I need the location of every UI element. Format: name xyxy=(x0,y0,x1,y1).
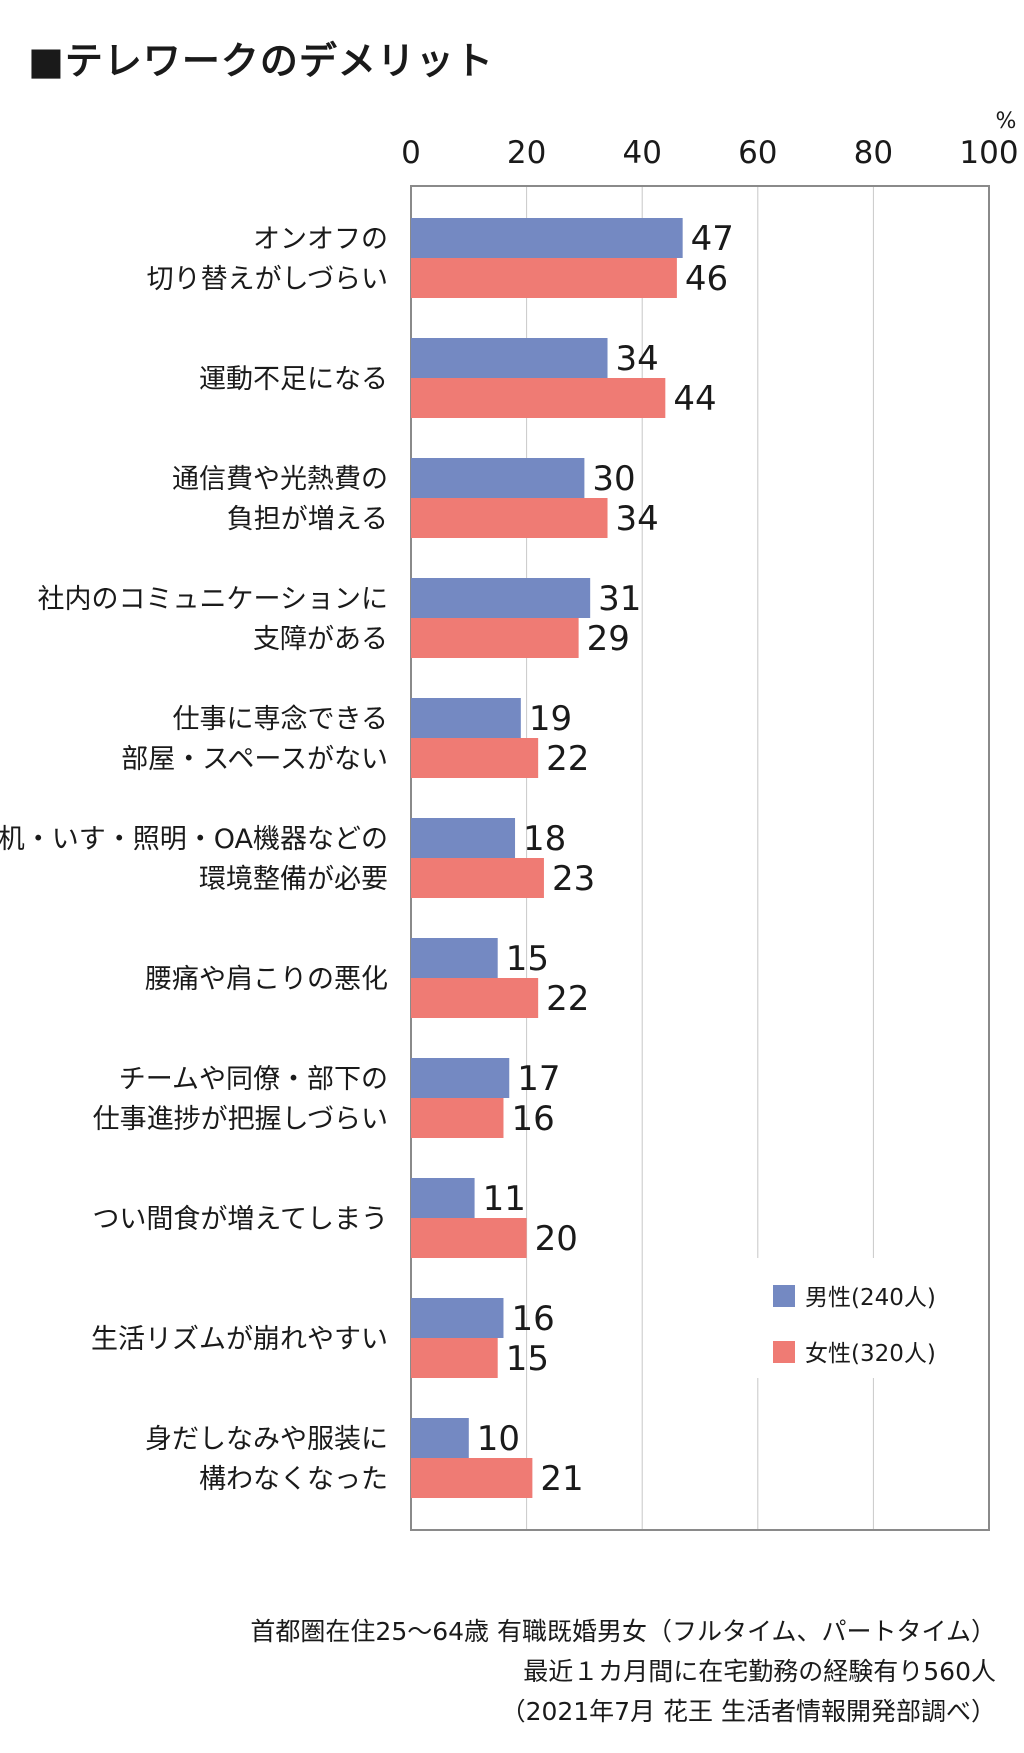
note-line: 最近１カ月間に在宅勤務の経験有り560人 xyxy=(523,1657,996,1686)
data-label: 16 xyxy=(511,1299,554,1339)
bar-female xyxy=(411,378,666,418)
unit-label: % xyxy=(996,109,1017,134)
data-label: 17 xyxy=(517,1059,560,1099)
data-label: 21 xyxy=(540,1459,583,1499)
note-line: （2021年7月 花王 生活者情報開発部調べ） xyxy=(500,1697,996,1726)
bar-male xyxy=(411,1178,475,1218)
data-label: 47 xyxy=(691,219,734,259)
category-label: 生活リズムが崩れやすい xyxy=(91,1324,388,1355)
legend-swatch xyxy=(773,1285,795,1307)
bar-male xyxy=(411,1058,510,1098)
category-label: オンオフの xyxy=(253,224,388,255)
category-label: 机・いす・照明・OA機器などの xyxy=(0,824,388,855)
category-label: 社内のコミュニケーションに xyxy=(38,584,388,615)
bar-female xyxy=(411,498,608,538)
x-tick-label: 20 xyxy=(507,135,546,171)
category-label: 環境整備が必要 xyxy=(199,864,388,895)
x-tick-label: 40 xyxy=(622,135,661,171)
data-label: 18 xyxy=(523,819,566,859)
bar-male xyxy=(411,338,608,378)
bar-female xyxy=(411,1218,527,1258)
bar-male xyxy=(411,458,585,498)
bar-male xyxy=(411,698,521,738)
category-label: 負担が増える xyxy=(227,504,388,535)
data-label: 44 xyxy=(673,379,716,419)
note-line: 首都圏在住25～64歳 有職既婚男女（フルタイム、パートタイム） xyxy=(250,1617,996,1646)
bar-female xyxy=(411,1098,504,1138)
legend-label: 女性(320人) xyxy=(805,1341,936,1367)
data-label: 22 xyxy=(546,979,589,1019)
bar-female xyxy=(411,258,677,298)
data-label: 20 xyxy=(535,1219,578,1259)
bar-female xyxy=(411,618,579,658)
category-label: 仕事に専念できる xyxy=(173,704,388,735)
data-label: 15 xyxy=(506,939,549,979)
category-label: つい間食が増えてしまう xyxy=(92,1204,388,1235)
x-tick-label: 0 xyxy=(401,135,421,171)
category-label: 部屋・スペースがない xyxy=(121,744,388,775)
bar-female xyxy=(411,1458,533,1498)
legend-label: 男性(240人) xyxy=(805,1285,936,1311)
bar-male xyxy=(411,1298,504,1338)
data-label: 10 xyxy=(477,1419,520,1459)
data-label: 34 xyxy=(616,339,659,379)
data-label: 30 xyxy=(592,459,635,499)
x-tick-label: 80 xyxy=(854,135,893,171)
data-label: 19 xyxy=(529,699,572,739)
category-label: 支障がある xyxy=(253,624,388,655)
data-label: 16 xyxy=(511,1099,554,1139)
bar-male xyxy=(411,938,498,978)
category-label: 通信費や光熱費の xyxy=(172,464,388,495)
chart-title: ■テレワークのデメリット xyxy=(28,39,494,83)
x-tick-label: 60 xyxy=(738,135,777,171)
data-label: 46 xyxy=(685,259,728,299)
data-label: 31 xyxy=(598,579,641,619)
category-label: 運動不足になる xyxy=(199,364,388,395)
data-label: 11 xyxy=(483,1179,526,1219)
legend-swatch xyxy=(773,1341,795,1363)
bar-male xyxy=(411,818,516,858)
bar-male xyxy=(411,578,591,618)
bar-male xyxy=(411,1418,469,1458)
bar-female xyxy=(411,1338,498,1378)
category-label: 構わなくなった xyxy=(199,1464,388,1495)
bar-male xyxy=(411,218,683,258)
category-label: 腰痛や肩こりの悪化 xyxy=(145,964,388,995)
bar-female xyxy=(411,858,544,898)
bar-female xyxy=(411,738,539,778)
data-label: 15 xyxy=(506,1339,549,1379)
bar-female xyxy=(411,978,539,1018)
category-label: 仕事進捗が把握しづらい xyxy=(93,1104,388,1135)
data-label: 23 xyxy=(552,859,595,899)
survey-notes: 首都圏在住25～64歳 有職既婚男女（フルタイム、パートタイム） 最近１カ月間に… xyxy=(250,1612,996,1732)
data-label: 22 xyxy=(546,739,589,779)
x-tick-label: 100 xyxy=(959,135,1018,171)
category-label: チームや同僚・部下の xyxy=(119,1064,388,1095)
data-label: 34 xyxy=(616,499,659,539)
category-label: 身だしなみや服装に xyxy=(145,1424,388,1455)
category-label: 切り替えがしづらい xyxy=(147,264,388,295)
data-label: 29 xyxy=(587,619,630,659)
